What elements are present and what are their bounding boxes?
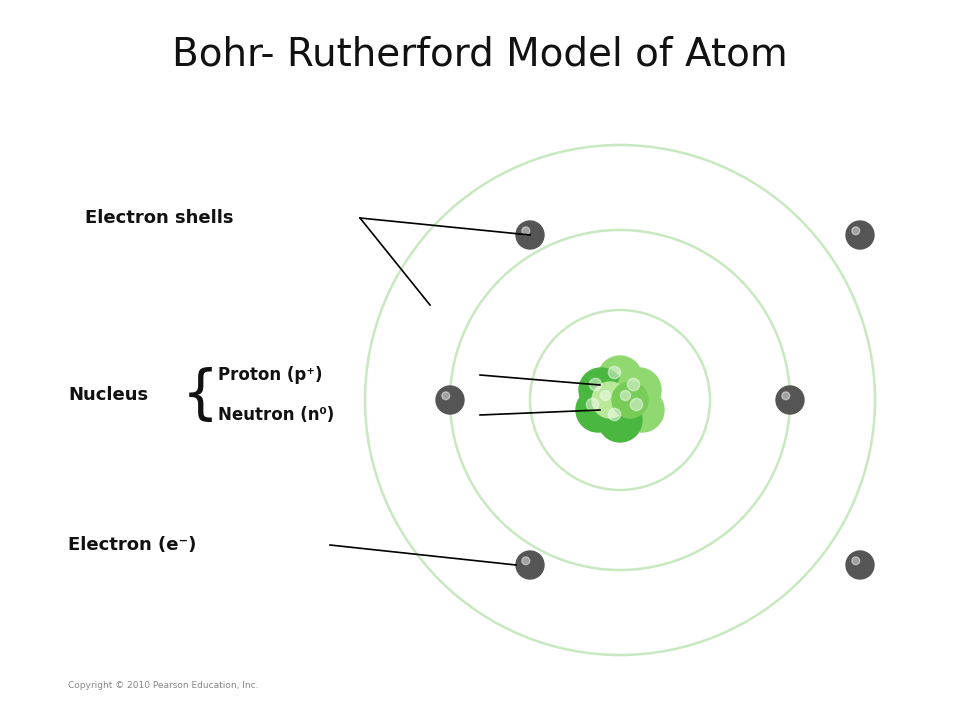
Text: Electron (e⁻): Electron (e⁻)	[68, 536, 197, 554]
Text: Bohr- Rutherford Model of Atom: Bohr- Rutherford Model of Atom	[172, 36, 788, 74]
Circle shape	[617, 368, 661, 412]
Circle shape	[600, 390, 611, 400]
Circle shape	[620, 390, 631, 400]
Circle shape	[846, 221, 874, 249]
Circle shape	[516, 551, 544, 579]
Circle shape	[776, 386, 804, 414]
Circle shape	[436, 386, 464, 414]
Circle shape	[612, 382, 648, 418]
Text: {: {	[181, 366, 219, 423]
Circle shape	[598, 356, 642, 400]
Text: Proton (p⁺): Proton (p⁺)	[218, 366, 323, 384]
Circle shape	[516, 221, 544, 249]
Circle shape	[609, 408, 621, 420]
Circle shape	[598, 398, 642, 442]
Circle shape	[579, 368, 623, 412]
Text: Nucleus: Nucleus	[68, 386, 148, 404]
Text: Copyright © 2010 Pearson Education, Inc.: Copyright © 2010 Pearson Education, Inc.	[68, 680, 258, 690]
Circle shape	[442, 392, 449, 400]
Text: Electron shells: Electron shells	[85, 209, 233, 227]
Circle shape	[852, 227, 860, 235]
Circle shape	[589, 378, 602, 391]
Circle shape	[781, 392, 790, 400]
Circle shape	[522, 557, 530, 564]
Circle shape	[609, 366, 621, 379]
Circle shape	[846, 551, 874, 579]
Circle shape	[627, 378, 639, 391]
Circle shape	[592, 382, 628, 418]
Circle shape	[522, 227, 530, 235]
Circle shape	[852, 557, 860, 564]
Circle shape	[620, 388, 664, 432]
Circle shape	[576, 388, 620, 432]
Circle shape	[631, 398, 642, 410]
Circle shape	[587, 398, 599, 410]
Text: Neutron (n⁰): Neutron (n⁰)	[218, 406, 334, 424]
